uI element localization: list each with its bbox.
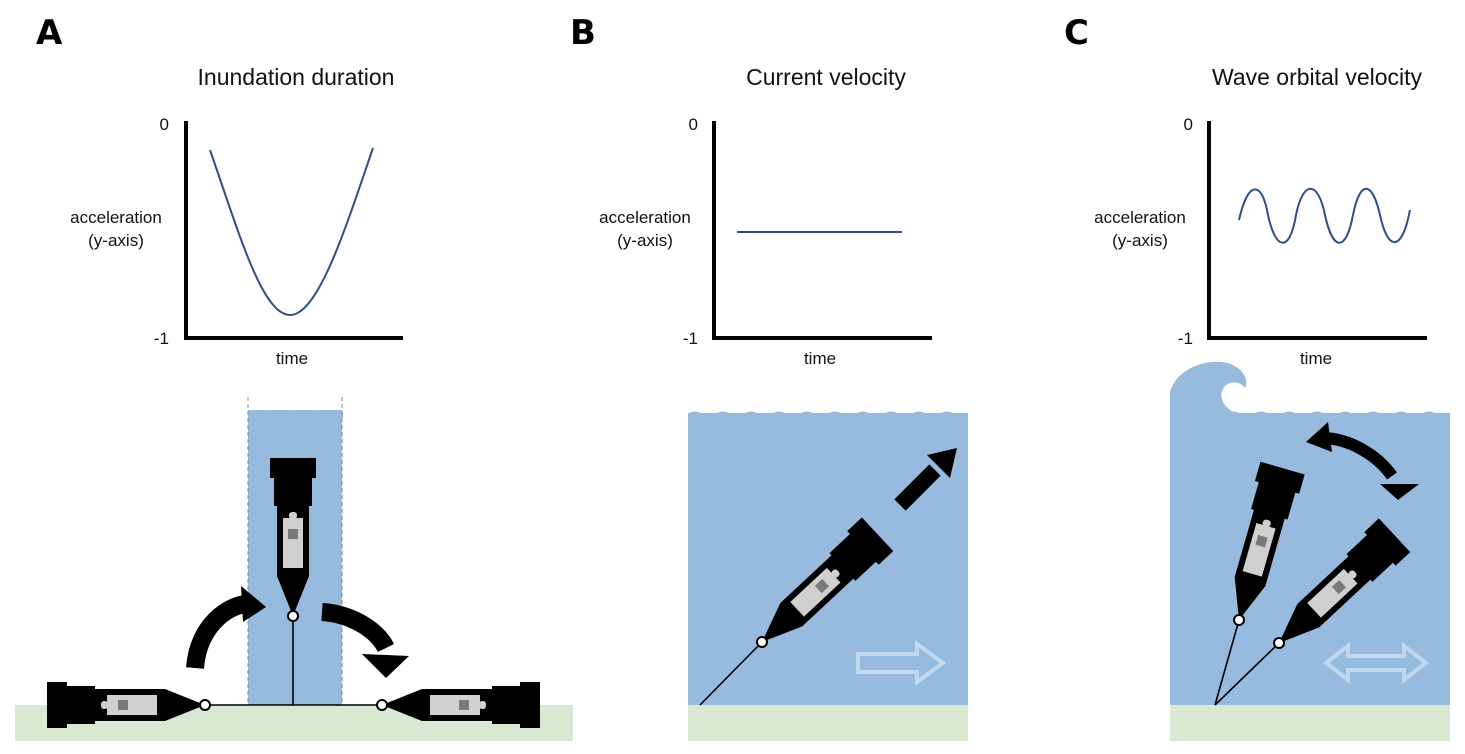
curved-arrow-icon: [186, 586, 266, 670]
panel-title-b: Current velocity: [746, 64, 906, 90]
pivot-c-2: [1273, 637, 1285, 649]
y-axis-label-b-2: (y-axis): [617, 231, 673, 250]
water-surface-a: [248, 410, 343, 418]
x-axis-label-b: time: [804, 349, 836, 368]
tether-c-1: [1214, 619, 1240, 706]
y-axis-label-c: acceleration: [1094, 208, 1186, 227]
axes-a: [184, 121, 403, 340]
pivot-a-left: [199, 699, 211, 711]
direction-arrow-icon: [894, 448, 957, 511]
water-surface-c: [1170, 411, 1450, 420]
plot-a: 0 -1 acceleration (y-axis) time: [70, 115, 403, 368]
y-axis-label-c-2: (y-axis): [1112, 231, 1168, 250]
curved-arrow-icon: [1306, 422, 1419, 500]
panel-c: C Wave orbital velocity 0 -1 acceleratio…: [1064, 13, 1450, 741]
x-axis-label-a: time: [276, 349, 308, 368]
water-surface-b: [688, 411, 968, 420]
y-axis-label-a-2: (y-axis): [88, 231, 144, 250]
pivot-a-top: [287, 610, 299, 622]
panel-letter-a: A: [36, 13, 63, 53]
scene-c: [1170, 361, 1450, 741]
double-headed-arrow-icon: [1322, 641, 1430, 685]
acceleration-curve-c: [1238, 187, 1411, 244]
wave-crest-icon: [1170, 361, 1247, 418]
y-tick-bottom-b: -1: [683, 329, 698, 348]
seabed-b: [688, 705, 968, 741]
right-arrow-icon: [856, 640, 947, 686]
scene-a: [15, 397, 573, 741]
plot-b: 0 -1 acceleration (y-axis) time: [599, 115, 932, 368]
y-axis-label-a: acceleration: [70, 208, 162, 227]
acceleration-curve-a: [209, 147, 374, 317]
x-axis-label-c: time: [1300, 349, 1332, 368]
y-tick-bottom-a: -1: [154, 329, 169, 348]
pivot-c-1: [1233, 614, 1245, 626]
curved-arrow-icon: [321, 603, 409, 678]
plot-c: 0 -1 acceleration (y-axis) time: [1094, 115, 1427, 368]
panel-a: A Inundation duration 0 -1 acceleration …: [15, 13, 573, 741]
panel-b: B Current velocity 0 -1 acceleration (y-…: [570, 13, 968, 741]
panel-letter-b: B: [570, 13, 596, 53]
y-tick-top-b: 0: [689, 115, 698, 134]
seabed-c: [1170, 705, 1450, 741]
y-axis-label-b: acceleration: [599, 208, 691, 227]
panel-letter-c: C: [1064, 13, 1089, 53]
pivot-b: [756, 636, 768, 648]
water-c: [1170, 413, 1450, 705]
tether-b: [699, 641, 763, 706]
scene-b: [688, 411, 968, 741]
tether-c-2: [1214, 642, 1280, 706]
axes-b: [712, 121, 932, 340]
panel-title-a: Inundation duration: [198, 64, 395, 90]
axes-c: [1207, 121, 1427, 340]
pivot-a-right: [376, 699, 388, 711]
y-tick-top-a: 0: [160, 115, 169, 134]
y-tick-bottom-c: -1: [1178, 329, 1193, 348]
panel-title-c: Wave orbital velocity: [1212, 64, 1423, 90]
y-tick-top-c: 0: [1184, 115, 1193, 134]
